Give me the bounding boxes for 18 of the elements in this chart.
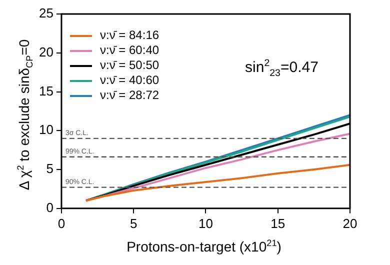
legend-label: ν:ν̄ = 50:50: [100, 58, 160, 73]
x-tick-label: 20: [342, 216, 358, 231]
legend-label: ν:ν̄ = 60:40: [100, 43, 160, 58]
x-tick-label: 5: [130, 216, 138, 231]
y-tick-label: 10: [38, 122, 54, 138]
legend-label: ν:ν̄ = 84:16: [100, 28, 160, 43]
x-tick-label: 0: [58, 216, 66, 231]
x-tick-label: 10: [198, 216, 213, 231]
y-tick-label: 15: [38, 83, 54, 98]
legend-label: ν:ν̄ = 28:72: [100, 88, 160, 103]
legend-label: ν:ν̄ = 40:60: [100, 73, 160, 88]
y-tick-label: 25: [38, 6, 54, 21]
y-tick-label: 0: [46, 200, 54, 215]
x-axis-title: Protons-on-target (x10$^{21}$): [126, 238, 282, 255]
x-tick-label: 15: [270, 216, 286, 231]
y-tick-label: 5: [46, 161, 54, 176]
y-tick-label: 20: [38, 44, 54, 60]
annotation: sin$^{2}$$_{23}$=0.47: [245, 58, 318, 79]
